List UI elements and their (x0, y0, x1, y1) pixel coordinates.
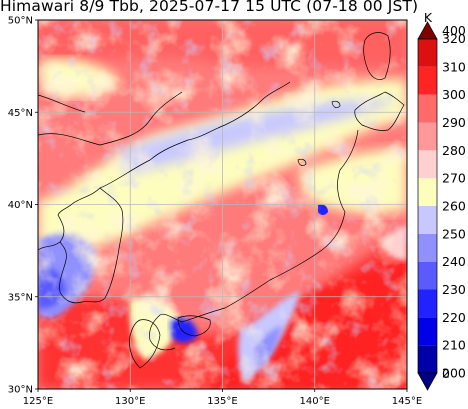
coastlines (38, 32, 405, 369)
latitude-axis: 50°N 45°N 40°N 35°N 30°N (8, 16, 38, 396)
lat-tick-label: 40°N (8, 200, 33, 211)
colorbar-tick-label: 280 (442, 143, 466, 158)
colorbar-band (418, 178, 437, 206)
colorbar-tick-label: 260 (442, 199, 466, 214)
colorbar-band (418, 94, 437, 123)
colorbar-tick-label: 210 (442, 338, 466, 353)
lat-tick-label: 30°N (8, 385, 33, 396)
longitude-axis: 125°E 130°E 135°E 140°E 145°E (23, 389, 422, 407)
colorbar-tick-label: 220 (442, 310, 466, 325)
lat-tick-label: 50°N (8, 16, 33, 27)
lon-tick-label: 145°E (392, 396, 422, 407)
colorbar-tick-label: 270 (442, 171, 466, 186)
colorbar-extend-min (417, 372, 438, 391)
colorbar-outline (417, 38, 438, 374)
colorbar-tick-label: 240 (442, 254, 466, 269)
lon-tick-label: 130°E (115, 396, 145, 407)
map-title: Himawari 8/9 Tbb, 2025-07-17 15 UTC (07-… (0, 0, 419, 15)
lon-tick-label: 135°E (207, 396, 237, 407)
colorbar-tick-label: 200 (442, 366, 466, 381)
colorbar-tick-label: 0 (442, 366, 450, 381)
colorbar-band (418, 150, 437, 179)
lon-tick-label: 140°E (300, 396, 330, 407)
colorbar-band (418, 66, 437, 95)
colorbar-band (418, 345, 437, 373)
lon-tick-label: 125°E (23, 396, 53, 407)
colorbar-tick-label: 310 (442, 59, 466, 74)
colorbar-band (418, 261, 437, 290)
colorbar-tick-label: 290 (442, 115, 466, 130)
colorbar-band (418, 122, 437, 151)
lat-tick-label: 45°N (8, 108, 33, 119)
colorbar-tick-label: 250 (442, 226, 466, 241)
colorbar-band (418, 206, 437, 234)
colorbar-band (418, 289, 437, 318)
colorbar-band (418, 39, 437, 67)
colorbar-tick-label: 230 (442, 282, 466, 297)
colorbar-band (418, 317, 437, 346)
colorbar-tick-label: 300 (442, 87, 466, 102)
lat-tick-label: 35°N (8, 292, 33, 303)
colorbar-band (418, 233, 437, 262)
colorbar-tick-label: 400 (442, 23, 466, 38)
colorbar-extend-max (417, 21, 438, 40)
colorbar-unit-label: K (424, 10, 433, 25)
colorbar-tick-label: 320 (442, 31, 466, 46)
